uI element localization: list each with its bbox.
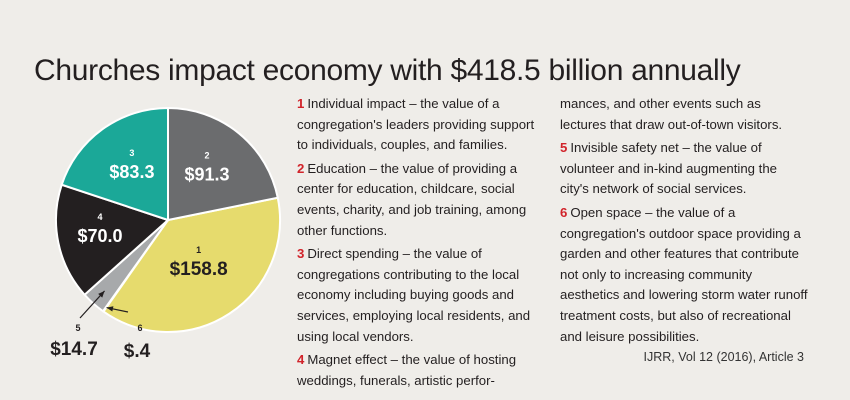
data-label-5: $14.7 <box>50 339 98 360</box>
slice-number-2: 2 <box>204 150 209 160</box>
legend-item-2: 2 Education – the value of providing a ce… <box>297 159 544 241</box>
legend-number: 6 <box>560 204 568 220</box>
slice-number-4: 4 <box>98 212 103 222</box>
legend-column-2: mances, and other events such as lecture… <box>560 94 808 350</box>
slice-number-5: 5 <box>75 323 80 333</box>
legend-number: 4 <box>297 352 305 368</box>
legend-text: Open space – the value of a congregation… <box>560 204 808 344</box>
data-label-1: $158.8 <box>170 259 228 280</box>
legend-item-4-continued: mances, and other events such as lecture… <box>560 96 783 132</box>
data-label-2: $91.3 <box>184 164 229 184</box>
slice-number-3: 3 <box>129 148 134 158</box>
pointer-arrow-5-head <box>98 290 105 298</box>
legend-number: 5 <box>560 140 568 156</box>
legend-item-1: 1 Individual impact – the value of a cong… <box>297 94 544 156</box>
pointer-arrow-6-head <box>106 306 114 312</box>
data-label-6: $.4 <box>124 341 151 362</box>
legend-text: Individual impact – the value of a congr… <box>297 96 535 153</box>
data-label-3: $83.3 <box>109 162 154 182</box>
legend-text: Direct spending – the value of congregat… <box>297 246 531 344</box>
legend-item-3: 3 Direct spending – the value of congrega… <box>297 244 544 347</box>
legend-number: 3 <box>297 246 305 262</box>
legend-column-1: 1 Individual impact – the value of a cong… <box>297 94 544 394</box>
pie-slice-2 <box>167 106 279 222</box>
legend-number: 2 <box>297 160 305 176</box>
legend-text: Education – the value of providing a cen… <box>297 160 527 238</box>
legend-item-5: 5 Invisible safety net – the value of vol… <box>560 138 808 200</box>
legend-text-part-1: Magnet effect – the value of hosting wed… <box>297 352 517 388</box>
pie-slice-3 <box>60 106 169 222</box>
legend-number: 1 <box>297 96 305 111</box>
data-label-4: $70.0 <box>77 226 122 246</box>
pie-slice-4 <box>55 183 170 297</box>
slice-number-1: 1 <box>196 245 201 255</box>
page-title: Churches impact economy with $418.5 bill… <box>34 54 741 87</box>
pie-slice-1 <box>102 196 281 333</box>
legend-item-4: 4 Magnet effect – the value of hosting we… <box>297 350 544 391</box>
slice-number-6: 6 <box>137 323 142 333</box>
legend-text: Invisible safety net – the value of volu… <box>560 140 778 197</box>
legend-item-6: 6 Open space – the value of a congregatio… <box>560 203 808 347</box>
citation: IJRR, Vol 12 (2016), Article 3 <box>643 350 805 364</box>
pie-chart: 1 $158.8 4 $70.0 3 $83.3 2 $91.3 5 $14.7 6 $.4 <box>50 106 281 362</box>
